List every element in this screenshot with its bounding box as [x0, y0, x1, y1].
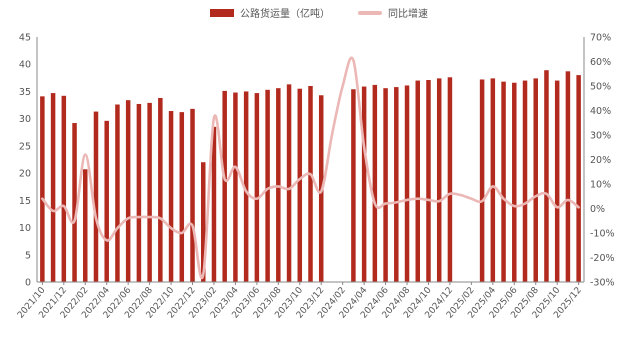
- y2-tick-label: 50%: [590, 82, 611, 93]
- y2-tick-label: 60%: [590, 57, 611, 68]
- y-tick-label: 40: [19, 60, 31, 71]
- bar-2022-03: [94, 112, 99, 282]
- y-tick-label: 20: [19, 169, 31, 180]
- bar-2025-12: [576, 75, 581, 282]
- bar-2025-06: [512, 83, 517, 282]
- y2-tick-label: 30%: [590, 131, 611, 142]
- bar-2024-11: [437, 78, 442, 282]
- y-tick-label: 30: [19, 114, 31, 125]
- bar-2021-11: [51, 93, 56, 282]
- y2-tick-label: 0%: [590, 204, 605, 215]
- bar-2025-05: [501, 82, 506, 282]
- bar-2023-10: [298, 89, 303, 282]
- bar-2025-10: [555, 81, 560, 282]
- bar-2024-06: [383, 88, 388, 282]
- y2-tick-label: 70%: [590, 33, 611, 44]
- bar-2024-10: [426, 80, 431, 282]
- bar-2023-04: [233, 93, 238, 282]
- bar-2025-11: [566, 71, 571, 282]
- bar-2025-08: [533, 78, 538, 282]
- bar-2022-07: [137, 104, 142, 282]
- bar-2024-07: [394, 87, 399, 282]
- bar-2021-10: [40, 96, 45, 282]
- y2-tick-label: 20%: [590, 155, 611, 166]
- bar-2022-10: [169, 111, 174, 282]
- y-tick-label: 0: [25, 278, 31, 289]
- bar-2023-03: [222, 91, 227, 282]
- y-tick-label: 15: [19, 196, 31, 207]
- y2-tick-label: 10%: [590, 180, 611, 191]
- bar-2025-03: [480, 79, 485, 282]
- y2-tick-label: -30%: [590, 278, 615, 289]
- y2-tick-label: -10%: [590, 229, 615, 240]
- bar-2025-09: [544, 70, 549, 282]
- bar-2025-07: [523, 81, 528, 282]
- y-tick-label: 45: [19, 33, 31, 44]
- bar-2022-11: [180, 112, 185, 282]
- bar-2022-01: [72, 123, 77, 282]
- bar-2023-09: [287, 84, 292, 282]
- y-tick-label: 35: [19, 87, 31, 98]
- bar-2023-06: [255, 93, 260, 282]
- y-tick-label: 5: [25, 250, 31, 261]
- bar-2024-12: [448, 77, 453, 282]
- y2-tick-label: -20%: [590, 253, 615, 264]
- bar-2023-08: [276, 88, 281, 282]
- bar-2021-12: [62, 96, 66, 282]
- bar-2022-05: [115, 105, 120, 282]
- y2-tick-label: 40%: [590, 106, 611, 117]
- bar-2024-03: [351, 89, 356, 282]
- bar-2022-04: [104, 121, 109, 282]
- bar-2022-09: [158, 98, 163, 282]
- bar-2024-09: [416, 81, 421, 282]
- bar-2024-04: [362, 87, 367, 282]
- bar-2022-02: [83, 169, 88, 282]
- bar-2023-11: [308, 86, 313, 282]
- bar-2022-12: [190, 109, 195, 282]
- bar-series: [40, 70, 581, 282]
- bar-2022-08: [147, 103, 152, 282]
- bar-2024-08: [405, 85, 410, 282]
- y-tick-label: 25: [19, 141, 31, 152]
- bar-2023-07: [265, 90, 270, 282]
- y-tick-label: 10: [19, 223, 31, 234]
- bar-2025-04: [491, 78, 496, 282]
- bar-2024-05: [373, 85, 378, 282]
- bar-2022-06: [126, 100, 131, 282]
